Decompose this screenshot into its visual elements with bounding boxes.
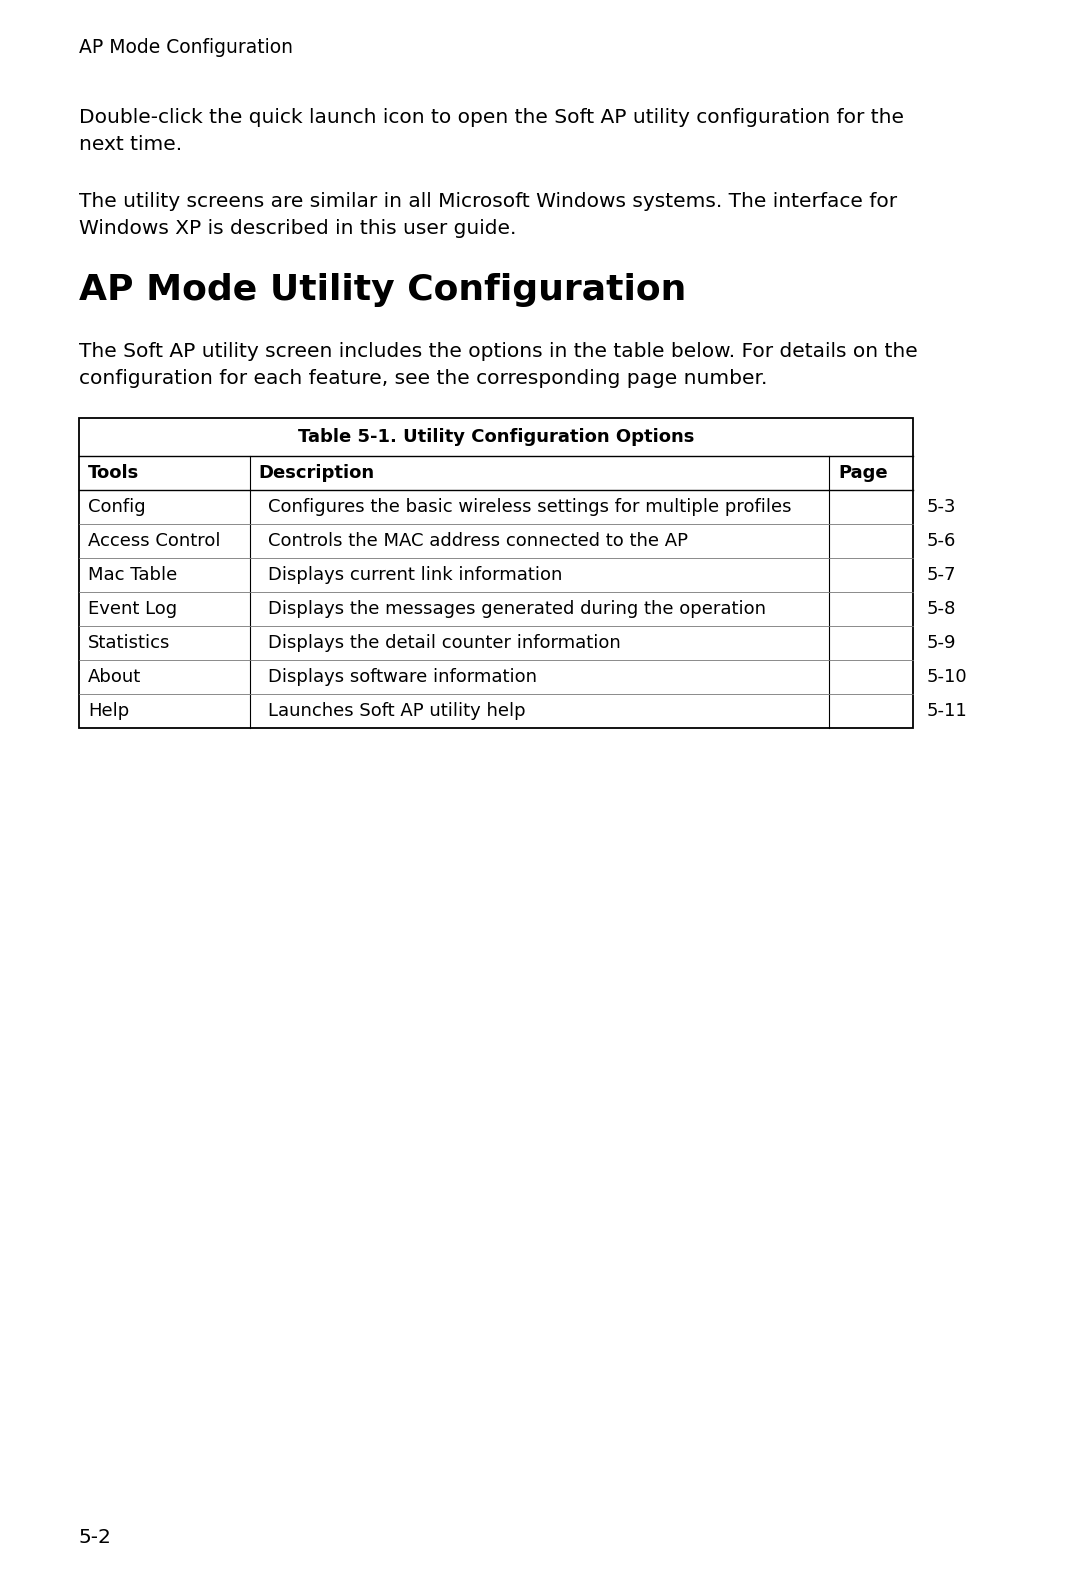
Text: Help: Help — [87, 702, 130, 721]
Text: Statistics: Statistics — [87, 634, 171, 652]
Text: Table 5-1. Utility Configuration Options: Table 5-1. Utility Configuration Options — [297, 429, 694, 446]
Text: Displays current link information: Displays current link information — [268, 567, 562, 584]
Text: 5-9: 5-9 — [927, 634, 956, 652]
Text: Page: Page — [838, 465, 888, 482]
Text: Displays software information: Displays software information — [268, 667, 537, 686]
Text: Mac Table: Mac Table — [87, 567, 177, 584]
Text: About: About — [87, 667, 141, 686]
Text: Displays the messages generated during the operation: Displays the messages generated during t… — [268, 600, 766, 619]
Text: 5-11: 5-11 — [927, 702, 968, 721]
Text: 5-10: 5-10 — [927, 667, 968, 686]
Text: Displays the detail counter information: Displays the detail counter information — [268, 634, 621, 652]
Text: Double-click the quick launch icon to open the Soft AP utility configuration for: Double-click the quick launch icon to op… — [79, 108, 904, 154]
Text: 5-8: 5-8 — [927, 600, 956, 619]
Text: The utility screens are similar in all Microsoft Windows systems. The interface : The utility screens are similar in all M… — [79, 192, 897, 239]
Bar — [79, 418, 913, 728]
Text: AP Mode Configuration: AP Mode Configuration — [79, 38, 293, 57]
Text: 5-3: 5-3 — [927, 498, 956, 517]
Text: Event Log: Event Log — [87, 600, 177, 619]
Text: Tools: Tools — [87, 465, 139, 482]
Text: Config: Config — [87, 498, 146, 517]
Text: AP Mode Utility Configuration: AP Mode Utility Configuration — [79, 273, 686, 308]
Text: 5-6: 5-6 — [927, 532, 956, 550]
Text: Controls the MAC address connected to the AP: Controls the MAC address connected to th… — [268, 532, 688, 550]
Text: Configures the basic wireless settings for multiple profiles: Configures the basic wireless settings f… — [268, 498, 792, 517]
Text: Launches Soft AP utility help: Launches Soft AP utility help — [268, 702, 525, 721]
Text: 5-7: 5-7 — [927, 567, 956, 584]
Text: Description: Description — [259, 465, 375, 482]
Text: 5-2: 5-2 — [79, 1528, 111, 1546]
Text: Access Control: Access Control — [87, 532, 220, 550]
Text: The Soft AP utility screen includes the options in the table below. For details : The Soft AP utility screen includes the … — [79, 342, 918, 388]
